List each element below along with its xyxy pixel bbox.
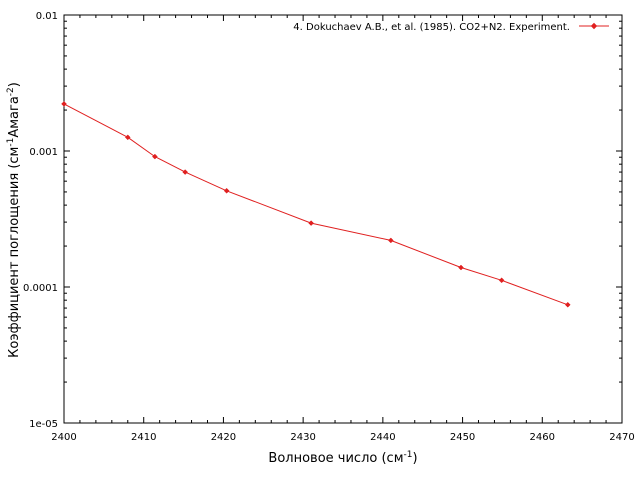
x-tick-label: 2470 xyxy=(609,432,634,443)
data-point xyxy=(564,301,571,308)
legend-marker xyxy=(590,22,598,30)
data-point xyxy=(152,153,158,160)
data-point xyxy=(387,237,394,244)
legend-entry-label: 4. Dokuchaev A.B., et al. (1985). CO2+N2… xyxy=(293,22,570,33)
x-tick-label: 2420 xyxy=(211,432,236,443)
axis-tick-labels: 2400 2410 2420 2430 2440 2450 2460 2470 1e-05 0.0… xyxy=(23,11,635,443)
x-axis-label: Волновое число (см-1) xyxy=(268,450,417,466)
data-point xyxy=(498,277,505,284)
x-tick-label: 2440 xyxy=(370,432,395,443)
series-layer xyxy=(61,101,571,308)
x-tick-label: 2450 xyxy=(450,432,475,443)
series-line xyxy=(63,103,568,306)
data-point xyxy=(223,187,230,194)
plot-frame xyxy=(63,14,623,424)
y-axis-label: Коэффициент поглощения (см-1Амага-2) xyxy=(6,82,22,358)
x-tick-label: 2460 xyxy=(530,432,555,443)
x-tick-label: 2430 xyxy=(290,432,315,443)
y-tick-label: 0.01 xyxy=(36,11,58,22)
axis-ticks xyxy=(63,14,623,424)
y-tick-label: 0.0001 xyxy=(23,283,58,294)
data-point xyxy=(308,220,314,226)
data-point xyxy=(124,134,131,141)
y-tick-label: 1e-05 xyxy=(29,419,58,430)
data-point xyxy=(458,264,464,271)
x-tick-label: 2410 xyxy=(131,432,156,443)
x-tick-label: 2400 xyxy=(51,432,76,443)
data-point xyxy=(61,101,67,107)
legend: 4. Dokuchaev A.B., et al. (1985). CO2+N2… xyxy=(293,22,609,33)
y-tick-label: 0.001 xyxy=(29,147,58,158)
data-point xyxy=(182,169,189,175)
